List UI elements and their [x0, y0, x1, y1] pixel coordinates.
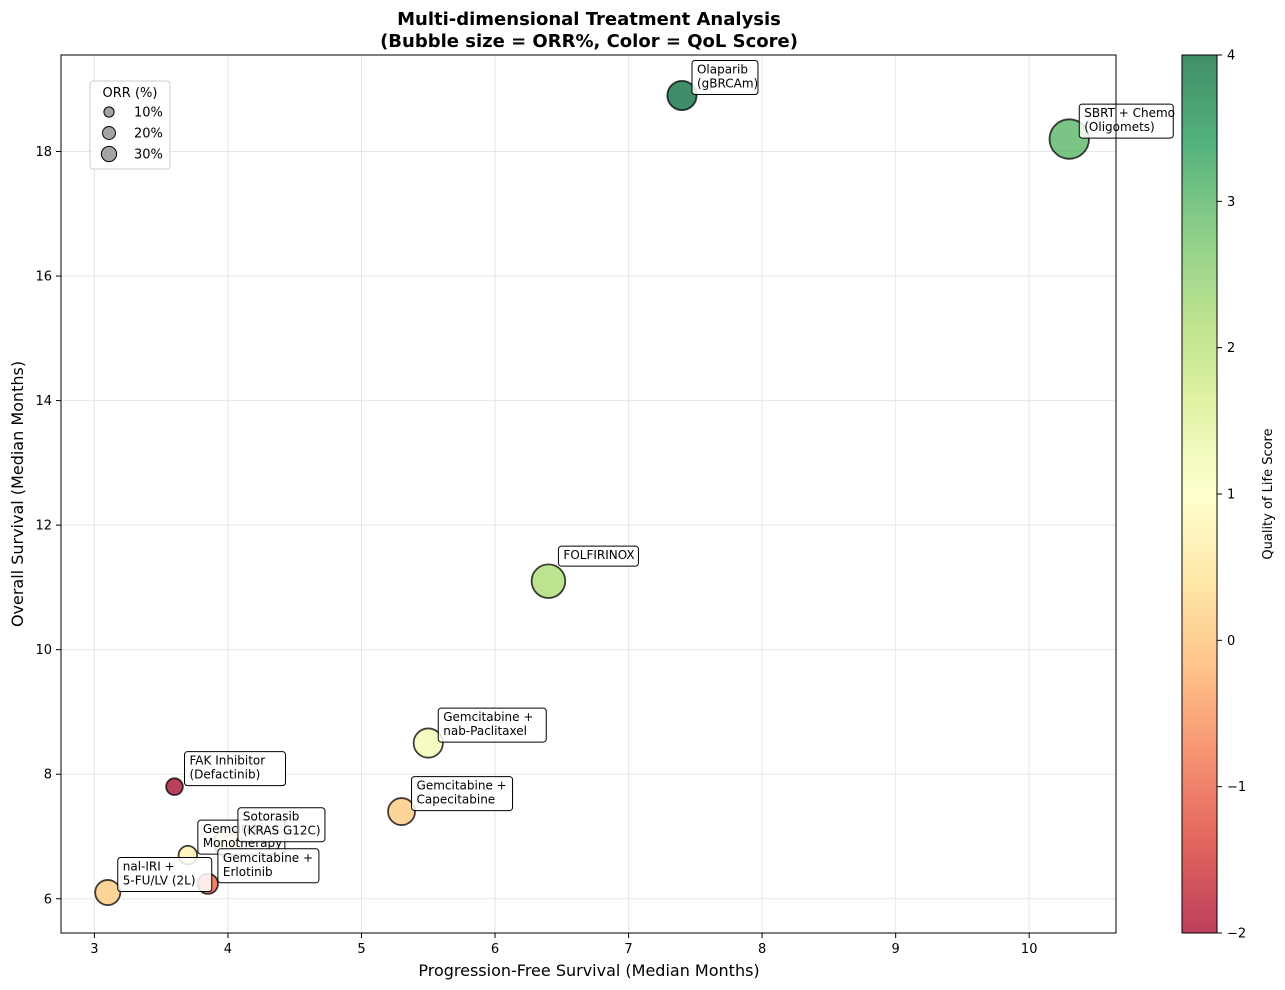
annotation-label: 5-FU/LV (2L) — [123, 874, 196, 888]
x-axis-label: Progression-Free Survival (Median Months… — [418, 961, 759, 980]
annotation-label: nab-Paclitaxel — [443, 724, 527, 738]
legend-label: 10% — [134, 106, 163, 121]
annotation-box — [411, 776, 514, 812]
plot-frame — [60, 54, 1117, 934]
chart-title-line-2: (Bubble size = ORR%, Color = QoL Score) — [380, 31, 798, 52]
x-tick-label: 9 — [892, 942, 900, 957]
colorbar-tick-label: 3 — [1227, 195, 1235, 210]
bubble — [387, 797, 416, 826]
colorbar-label: Quality of Life Score — [1261, 428, 1276, 559]
point-annotation: Gemcitabine +Erlotinib — [217, 848, 320, 884]
annotation-label: Olaparib — [697, 62, 748, 76]
legend-marker — [103, 106, 115, 118]
y-tick-label: 16 — [35, 270, 52, 285]
annotation-box — [117, 857, 213, 893]
legend-marker — [100, 145, 118, 163]
annotation-label: Erlotinib — [223, 865, 273, 879]
colorbar-tick-label: 0 — [1227, 634, 1235, 649]
y-axis-label: Overall Survival (Median Months) — [8, 361, 27, 627]
x-tick-label: 5 — [357, 942, 365, 957]
y-tick-label: 18 — [35, 145, 52, 160]
bubble — [666, 79, 698, 112]
y-tick-label: 6 — [44, 892, 52, 907]
bubble — [412, 727, 444, 759]
point-annotation: Sotorasib(KRAS G12C) — [237, 807, 326, 843]
x-tick-label: 3 — [90, 942, 98, 957]
colorbar-tick-label: −2 — [1227, 927, 1246, 942]
point-annotation: nal-IRI +5-FU/LV (2L) — [117, 857, 213, 893]
bubble — [165, 777, 184, 796]
annotation-label: FOLFIRINOX — [563, 548, 634, 562]
annotation-label: Gemcitabine + — [417, 779, 507, 793]
size-legend: ORR (%) 10% 20% 30% — [89, 80, 171, 170]
x-tick-label: 4 — [224, 942, 232, 957]
annotation-label: (Defactinib) — [190, 768, 261, 782]
annotation-box — [1078, 103, 1174, 139]
x-tick-label: 7 — [624, 942, 632, 957]
point-annotation: Gemcitabine +Capecitabine — [411, 776, 514, 812]
y-tick-label: 14 — [35, 394, 52, 409]
y-tick-label: 8 — [44, 768, 52, 783]
chart-title-line-1: Multi-dimensional Treatment Analysis — [397, 9, 781, 30]
legend-marker — [102, 126, 116, 140]
annotation-label: Gemcitabine + — [223, 851, 313, 865]
bubble — [530, 563, 567, 599]
annotation-label: Sotorasib — [243, 810, 299, 824]
annotation-label: Capecitabine — [417, 793, 496, 807]
annotations: Olaparib(gBRCAm) SBRT + Chemo(Oligomets) F… — [117, 59, 1175, 893]
annotation-label: Gemcitabine + — [443, 710, 533, 724]
legend-title: ORR (%) — [103, 86, 158, 101]
colorbar-tick-label: 2 — [1227, 341, 1235, 356]
colorbar-gradient — [1181, 54, 1218, 934]
colorbar: Quality of Life Score −2 −1 0 1 2 3 4 — [1181, 49, 1276, 942]
colorbar-tick-label: 4 — [1227, 49, 1235, 64]
legend-label: 20% — [134, 127, 163, 142]
colorbar-tick-label: 1 — [1227, 488, 1235, 503]
x-tick-label: 10 — [1021, 942, 1038, 957]
annotation-label: nal-IRI + — [123, 860, 175, 874]
point-annotation: FOLFIRINOX — [557, 545, 639, 567]
y-tick-label: 10 — [35, 643, 52, 658]
axis-ticks: 3 4 5 6 7 8 9 10 6 8 10 12 14 16 18 — [35, 145, 1037, 957]
annotation-box — [184, 751, 287, 787]
annotation-box — [557, 545, 639, 567]
point-annotation: Olaparib(gBRCAm) — [691, 59, 759, 95]
annotation-box — [691, 59, 759, 95]
point-annotation: SBRT + Chemo(Oligomets) — [1078, 103, 1175, 139]
annotation-label: FAK Inhibitor — [190, 754, 266, 768]
point-annotation: FAK Inhibitor(Defactinib) — [184, 751, 287, 787]
x-tick-label: 8 — [758, 942, 766, 957]
annotation-box — [217, 848, 320, 884]
annotation-box — [437, 707, 547, 743]
y-tick-label: 12 — [35, 519, 52, 534]
annotation-label: (KRAS G12C) — [243, 824, 321, 838]
annotation-box — [237, 807, 326, 843]
annotation-label: (gBRCAm) — [697, 76, 758, 90]
bubble — [94, 879, 122, 906]
grid — [61, 55, 1116, 933]
annotation-label: (Oligomets) — [1084, 120, 1154, 134]
annotation-label: SBRT + Chemo — [1084, 106, 1175, 120]
colorbar-tick-label: −1 — [1227, 780, 1246, 795]
x-tick-label: 6 — [491, 942, 499, 957]
legend-label: 30% — [134, 148, 163, 163]
point-annotation: Gemcitabine +nab-Paclitaxel — [437, 707, 547, 743]
